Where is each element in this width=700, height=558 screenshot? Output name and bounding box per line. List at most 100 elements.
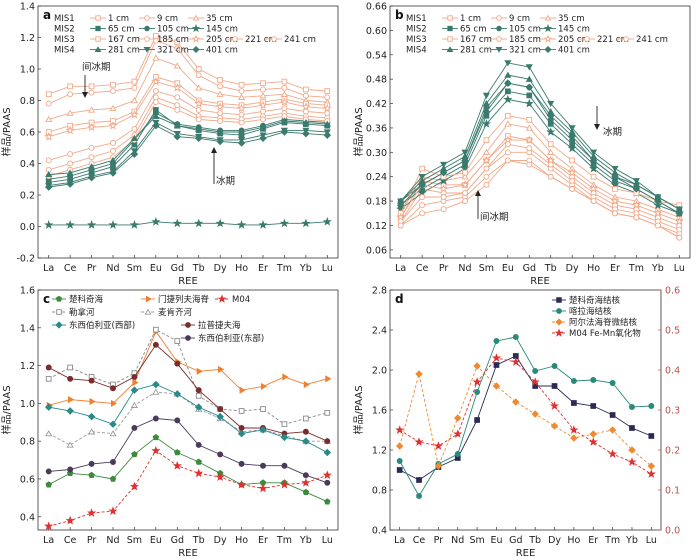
x-tick-label: Gd xyxy=(523,263,536,274)
legend-label: 1 cm xyxy=(108,14,129,24)
data-point xyxy=(474,417,480,423)
data-point xyxy=(482,148,490,155)
series-b-9 xyxy=(397,141,683,233)
legend-label: 门捷列夫海脊 xyxy=(158,294,210,305)
y-tick-label: 0.54 xyxy=(366,50,387,61)
data-point xyxy=(396,458,403,464)
data-point xyxy=(67,466,74,473)
legend-marker xyxy=(55,295,63,302)
data-point xyxy=(131,84,138,91)
data-point xyxy=(302,129,310,138)
legend-marker xyxy=(554,328,564,337)
data-point xyxy=(302,472,309,479)
x-axis-label: REE xyxy=(530,276,550,287)
data-point xyxy=(481,155,491,165)
data-point xyxy=(303,380,311,389)
data-point xyxy=(674,216,684,226)
data-point xyxy=(504,157,511,164)
series-line xyxy=(48,384,328,453)
series-line xyxy=(400,115,680,214)
y-tick-label: 1.0 xyxy=(20,399,35,410)
data-point xyxy=(396,467,403,473)
annotation-arrowhead xyxy=(475,190,481,196)
data-point xyxy=(194,98,204,108)
data-point xyxy=(66,180,74,188)
panel-label: d xyxy=(395,292,404,306)
y-tick-label: 0.24 xyxy=(366,172,387,183)
series-d-1 xyxy=(396,334,655,499)
y-tick-label: 2.4 xyxy=(372,326,387,337)
data-point xyxy=(419,210,426,217)
series-line xyxy=(400,82,680,214)
data-point xyxy=(88,471,95,478)
data-point xyxy=(418,174,426,181)
legend-label: 楚科奇海 xyxy=(69,294,104,305)
data-point xyxy=(109,430,117,437)
data-point xyxy=(589,184,599,193)
x-tick-label: Eu xyxy=(150,535,162,546)
legend-label: 321 cm xyxy=(509,46,541,56)
data-point xyxy=(151,217,161,226)
series-line xyxy=(400,74,680,210)
data-point xyxy=(88,428,96,435)
y-axis-label: 样品/PAAS xyxy=(352,107,365,156)
legend-label: M04 Fe-Mn氧化物 xyxy=(569,328,641,339)
data-point xyxy=(525,64,533,71)
data-point xyxy=(237,103,247,113)
x-tick-label: Yb xyxy=(625,535,638,546)
series-c-1 xyxy=(46,328,332,409)
x-tick-label: Eu xyxy=(150,263,162,274)
data-point xyxy=(628,404,635,410)
data-point xyxy=(648,403,655,409)
legend-label: 9 cm xyxy=(157,14,178,24)
annotation-label: 冰期 xyxy=(216,175,235,187)
data-point xyxy=(483,165,490,172)
data-point xyxy=(503,94,513,104)
data-point xyxy=(550,422,559,430)
series-line xyxy=(400,139,680,222)
data-point xyxy=(196,367,203,375)
data-point xyxy=(237,139,246,147)
data-point xyxy=(129,109,139,119)
data-point xyxy=(110,88,116,95)
series-b-12 xyxy=(397,60,683,213)
data-point xyxy=(195,387,202,394)
data-point xyxy=(453,429,463,438)
legend-b: MIS1 1 cm 9 cm 35 cm MIS2 65 cm 105 cm 145 cm MI… xyxy=(406,14,668,56)
legend-label: 321 cm xyxy=(157,46,189,56)
x-tick-label: Gd xyxy=(171,263,184,274)
data-point xyxy=(280,117,288,124)
data-point xyxy=(302,118,310,126)
y2-tick-label: 0.1 xyxy=(665,486,680,497)
legend-label: 145 cm xyxy=(206,25,238,35)
data-point xyxy=(44,220,54,229)
data-point xyxy=(483,181,490,188)
series-line xyxy=(400,143,680,230)
data-point xyxy=(152,88,159,95)
data-point xyxy=(569,185,576,192)
data-point xyxy=(589,156,598,165)
legend-label: 105 cm xyxy=(157,25,189,35)
data-point xyxy=(173,390,182,398)
data-point xyxy=(238,408,245,414)
data-point xyxy=(654,197,662,205)
data-point xyxy=(675,206,683,213)
data-point xyxy=(419,165,425,172)
data-point xyxy=(612,186,618,192)
data-point xyxy=(45,171,53,178)
data-point xyxy=(397,198,405,205)
data-point xyxy=(152,388,160,395)
x-tick-label: Gd xyxy=(509,535,522,546)
data-point xyxy=(195,392,202,399)
data-point xyxy=(439,168,448,177)
legend-marker xyxy=(185,335,191,341)
x-tick-label: Sm xyxy=(127,263,142,274)
x-tick-label: Ho xyxy=(235,535,248,546)
y2-tick-label: 0.2 xyxy=(665,446,680,457)
data-point xyxy=(653,208,663,218)
data-point xyxy=(546,127,556,136)
data-point xyxy=(568,132,576,140)
data-point xyxy=(301,218,311,228)
legend-marker xyxy=(544,14,552,21)
